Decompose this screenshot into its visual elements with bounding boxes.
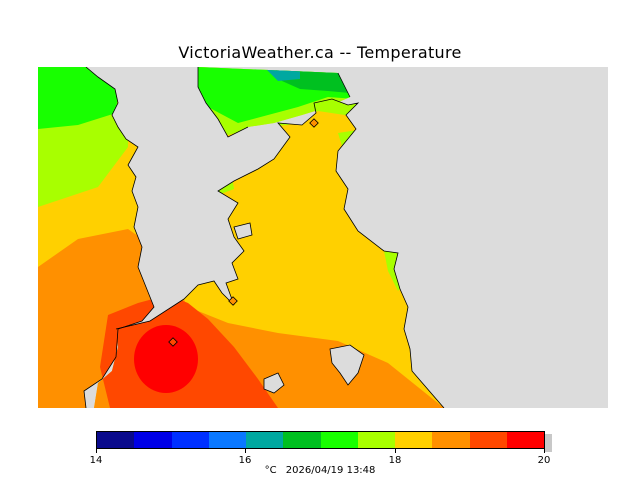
island-mid [233, 222, 253, 240]
coastline [83, 67, 445, 408]
station-north-marker[interactable] [309, 118, 319, 128]
island-small [263, 372, 285, 394]
legend-segment [134, 432, 172, 448]
legend-segment [246, 432, 284, 448]
legend-segment [469, 432, 507, 448]
station-south-marker[interactable] [168, 337, 178, 347]
legend-tick [395, 449, 396, 453]
legend-color-bar [96, 431, 545, 449]
unit-label: °C [264, 465, 277, 476]
legend-tick [96, 449, 97, 453]
legend-label-18: 18 [388, 455, 402, 466]
color-legend [96, 431, 552, 453]
island-large [329, 344, 365, 386]
legend-label-16: 16 [238, 455, 252, 466]
legend-tick [245, 449, 246, 453]
legend-segment [432, 432, 470, 448]
station-east-marker[interactable] [228, 296, 238, 306]
chart-title: VictoriaWeather.ca -- Temperature [178, 43, 462, 62]
legend-segment [171, 432, 209, 448]
legend-segment [283, 432, 321, 448]
legend-segment [395, 432, 433, 448]
map-canvas [38, 67, 445, 408]
temperature-field [38, 67, 444, 408]
legend-segment [320, 432, 358, 448]
legend-tick [544, 449, 545, 453]
legend-caption: °C 2026/04/19 13:48 [0, 465, 640, 476]
legend-segment [208, 432, 246, 448]
legend-label-20: 20 [537, 455, 551, 466]
timestamp: 2026/04/19 13:48 [285, 465, 376, 476]
legend-shadow [545, 434, 552, 452]
legend-segment [357, 432, 395, 448]
temperature-map[interactable] [38, 67, 608, 408]
legend-label-14: 14 [89, 455, 103, 466]
legend-segment [97, 432, 135, 448]
legend-segment [506, 432, 544, 448]
